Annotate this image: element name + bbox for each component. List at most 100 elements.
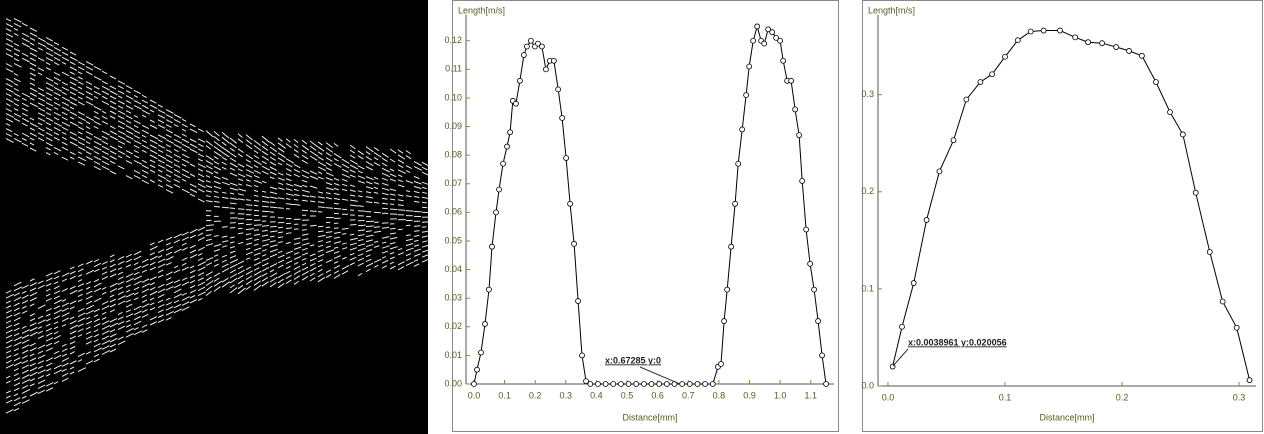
vector — [69, 86, 78, 92]
vector — [101, 115, 108, 120]
vector — [189, 244, 196, 249]
x-tick-label: 0.6 — [651, 390, 664, 400]
vector — [253, 194, 259, 197]
vector — [317, 196, 325, 199]
vector — [85, 71, 93, 76]
vector — [133, 134, 141, 139]
vector — [29, 282, 38, 287]
vector — [285, 173, 292, 177]
vector — [77, 91, 85, 96]
vector — [197, 266, 206, 272]
vector — [253, 224, 262, 226]
vector — [93, 110, 99, 115]
vector — [197, 143, 204, 148]
vector — [101, 316, 107, 320]
vector — [213, 141, 223, 148]
vector — [205, 291, 212, 296]
vector — [61, 357, 70, 362]
vector — [21, 132, 30, 138]
vector — [389, 208, 398, 211]
vector — [349, 194, 356, 197]
vector — [53, 354, 62, 360]
vector — [197, 252, 203, 257]
vector — [317, 151, 323, 156]
vector — [309, 267, 317, 272]
data-point — [735, 160, 742, 167]
vector — [325, 182, 333, 186]
vector — [117, 300, 126, 306]
data-point — [496, 186, 502, 193]
vector — [269, 276, 278, 283]
vector — [141, 164, 149, 170]
vector — [165, 251, 173, 256]
vector — [189, 275, 196, 279]
vector — [205, 175, 211, 178]
data-point — [761, 40, 768, 47]
vector — [69, 335, 76, 340]
vector — [157, 258, 166, 264]
vector — [317, 146, 325, 152]
vector — [253, 257, 260, 261]
vector — [69, 270, 76, 275]
vector — [229, 172, 238, 177]
vector — [165, 144, 171, 148]
vector — [5, 103, 11, 107]
vector — [45, 342, 53, 347]
vector — [45, 382, 54, 387]
vector — [45, 307, 52, 312]
vector — [93, 90, 101, 96]
vector — [157, 239, 164, 244]
vector — [85, 146, 94, 151]
vector — [389, 246, 398, 250]
vector — [29, 132, 38, 137]
vector — [141, 269, 147, 273]
vector — [189, 280, 196, 284]
vector — [93, 333, 100, 338]
vector — [93, 278, 100, 283]
vector — [301, 247, 308, 251]
vector — [61, 298, 67, 302]
vector — [45, 92, 53, 97]
vector — [45, 117, 54, 122]
vector — [125, 253, 132, 258]
vector — [117, 325, 126, 331]
vector — [237, 269, 245, 275]
data-point — [746, 63, 753, 70]
vector — [333, 202, 339, 205]
data-point — [610, 381, 617, 387]
vector — [229, 197, 238, 200]
vector — [69, 116, 75, 120]
vector — [21, 97, 27, 101]
y-tick-label: 0.03 — [444, 293, 462, 303]
vector — [69, 96, 78, 101]
vector — [117, 271, 124, 276]
vector — [101, 300, 109, 305]
vector — [21, 384, 29, 389]
vector — [29, 37, 36, 41]
vector — [117, 281, 125, 286]
vector — [53, 315, 60, 320]
vector — [5, 324, 13, 329]
vector — [245, 275, 253, 281]
vector — [93, 120, 101, 126]
vector — [325, 157, 333, 162]
vector — [173, 288, 182, 294]
vector — [21, 364, 30, 369]
vector — [125, 284, 132, 288]
vector — [125, 264, 132, 268]
vector — [237, 227, 243, 230]
vector — [77, 66, 85, 71]
vector — [37, 137, 45, 142]
vector — [221, 254, 228, 258]
data-point — [1233, 324, 1240, 331]
vector — [45, 77, 54, 82]
vector — [181, 158, 190, 164]
vector — [301, 252, 309, 256]
data-point — [936, 168, 943, 175]
vector — [117, 286, 123, 291]
vector — [309, 140, 319, 148]
vector — [101, 120, 109, 125]
vector — [181, 281, 190, 286]
vector — [173, 153, 181, 159]
vector — [109, 329, 116, 333]
